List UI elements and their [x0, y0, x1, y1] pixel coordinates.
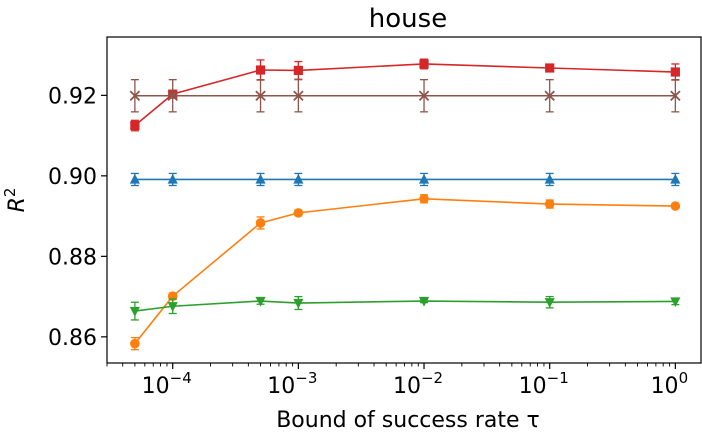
- data-point: [544, 90, 555, 101]
- data-point: [129, 90, 141, 101]
- x-tick-label: 10−3: [267, 369, 317, 399]
- data-point: [255, 173, 266, 184]
- data-point: [255, 90, 266, 101]
- series-line-0: [134, 63, 676, 127]
- data-point: [130, 338, 140, 349]
- data-point: [293, 90, 304, 101]
- data-point: [419, 193, 429, 204]
- data-point: [255, 65, 266, 75]
- data-point: [167, 302, 178, 312]
- data-point: [418, 173, 430, 184]
- y-tick-label: 0.90: [48, 165, 97, 190]
- data-point: [419, 59, 429, 69]
- y-tick-label: 0.88: [48, 245, 97, 270]
- data-point: [293, 298, 304, 309]
- data-point: [418, 296, 430, 307]
- data-point: [255, 218, 266, 228]
- plot-frame: [106, 36, 702, 364]
- data-point: [293, 65, 303, 76]
- series-line-4: [134, 300, 676, 312]
- data-point: [129, 173, 140, 184]
- y-axis-label: R2: [1, 188, 30, 213]
- data-point: [293, 208, 304, 218]
- chart-title: house: [369, 4, 447, 34]
- data-point: [670, 201, 681, 211]
- data-point: [129, 306, 140, 317]
- data-point: [670, 90, 681, 101]
- data-point: [167, 90, 178, 101]
- x-axis-label: Bound of success rate τ: [276, 408, 540, 433]
- data-point: [167, 173, 178, 184]
- y-axis-label-group: R2: [1, 188, 30, 213]
- x-tick-label: 10−1: [519, 369, 569, 399]
- data-point: [293, 173, 304, 184]
- data-point: [545, 63, 555, 73]
- x-tick-label: 10−2: [393, 369, 443, 399]
- x-tick-label: 10−4: [142, 369, 192, 399]
- data-point: [255, 296, 266, 307]
- x-tick-label: 100: [651, 369, 689, 399]
- data-point: [130, 120, 140, 131]
- y-tick-label: 0.92: [48, 84, 97, 109]
- y-tick-label: 0.86: [48, 326, 97, 351]
- data-point: [544, 298, 555, 308]
- data-point: [418, 90, 430, 101]
- data-point: [544, 199, 555, 209]
- plot-area: [129, 58, 681, 351]
- axis-ticks: 0.86 0.88 0.90 0.92 10−4 10−3 10−2 10−1 100: [48, 84, 688, 399]
- data-point: [544, 173, 555, 184]
- data-point: [670, 173, 681, 184]
- data-point: [670, 67, 680, 77]
- series-line-3: [134, 197, 676, 345]
- data-point: [670, 297, 681, 308]
